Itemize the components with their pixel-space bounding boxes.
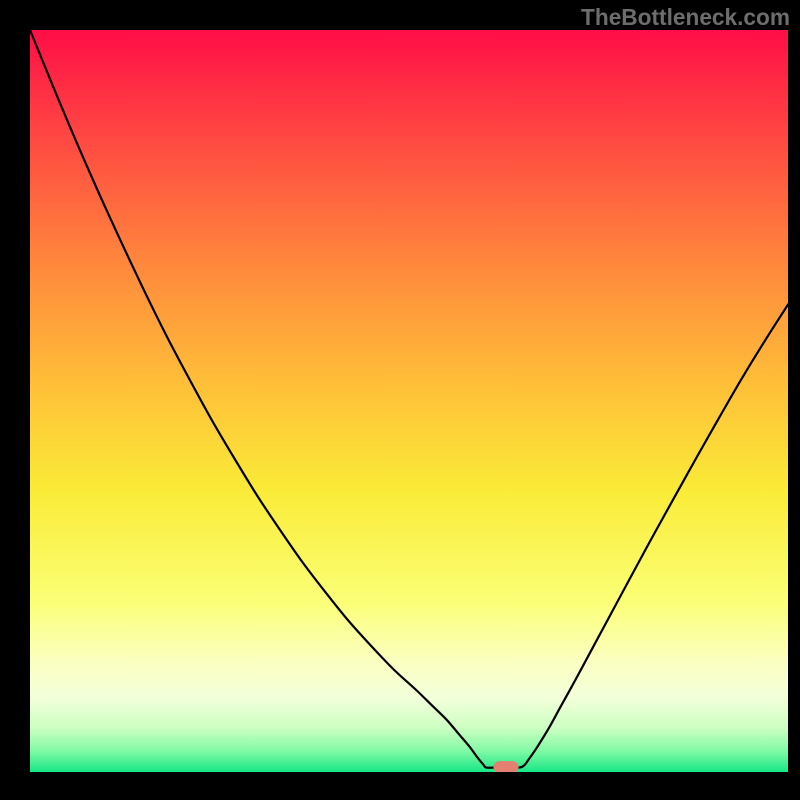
plot-area <box>30 30 788 772</box>
watermark-text: TheBottleneck.com <box>581 4 790 31</box>
bottleneck-curve <box>30 30 788 772</box>
optimum-marker <box>494 761 519 772</box>
